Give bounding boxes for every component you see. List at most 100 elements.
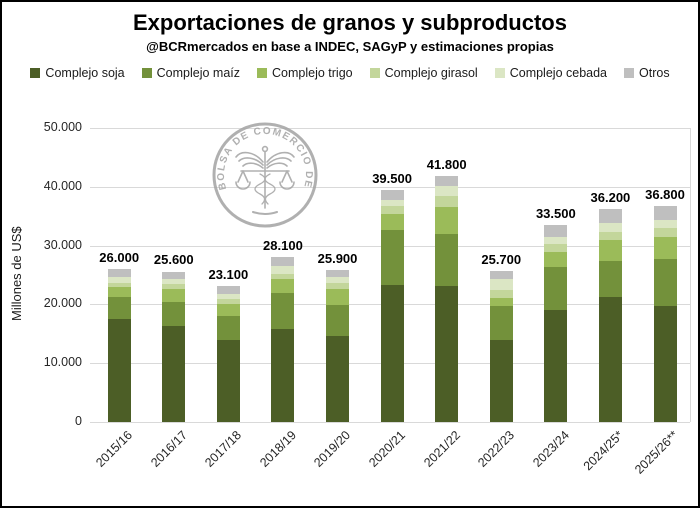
- bar-segment-complejo-cebada: [435, 186, 459, 196]
- legend-label: Complejo cebada: [509, 66, 608, 80]
- bar-segment-complejo-maíz: [216, 316, 240, 340]
- plot-right-border: [690, 128, 691, 422]
- bar-segment-complejo-girasol: [107, 282, 131, 287]
- bar-2025/26**: [653, 205, 677, 422]
- y-tick-label: 40.000: [43, 178, 82, 193]
- bar-segment-complejo-girasol: [598, 231, 622, 241]
- legend-label: Complejo girasol: [384, 66, 478, 80]
- x-axis-label-2020/21: 2020/21: [366, 428, 409, 470]
- legend-item-complejo-girasol: Complejo girasol: [369, 66, 478, 80]
- total-label-2024/25*: 36.200: [590, 190, 631, 206]
- x-axis-label-2021/22: 2021/22: [420, 428, 463, 470]
- legend-item-otros: Otros: [624, 66, 670, 80]
- y-axis-title: Millones de US$: [9, 226, 24, 322]
- bar-2024/25*: [598, 209, 622, 422]
- bar-segment-complejo-soja: [216, 339, 240, 422]
- legend-swatch-icon: [257, 68, 268, 78]
- bar-segment-complejo-trigo: [380, 213, 404, 231]
- bar-segment-complejo-soja: [489, 340, 513, 422]
- bar-segment-complejo-girasol: [216, 299, 240, 304]
- bar-segment-complejo-maíz: [107, 296, 131, 319]
- bar-segment-complejo-soja: [107, 318, 131, 422]
- bar-segment-otros: [326, 269, 350, 278]
- total-label-2025/26**: 36.800: [645, 186, 685, 202]
- bar-segment-complejo-maíz: [544, 266, 568, 311]
- bar-segment-complejo-girasol: [653, 227, 677, 238]
- bar-segment-complejo-cebada: [489, 279, 513, 291]
- bar-segment-complejo-cebada: [162, 278, 186, 285]
- bar-2018/19: [271, 256, 295, 422]
- x-axis-label-2016/17: 2016/17: [147, 428, 190, 470]
- legend-label: Complejo trigo: [272, 66, 353, 80]
- total-label-2021/22: 41.800: [426, 157, 467, 173]
- bar-2015/16: [107, 269, 131, 422]
- bar-segment-complejo-maíz: [653, 258, 677, 306]
- bar-segment-complejo-soja: [598, 296, 622, 422]
- bar-segment-complejo-soja: [380, 284, 404, 422]
- total-label-2019/20: 25.900: [317, 250, 358, 266]
- bar-segment-complejo-cebada: [326, 277, 350, 283]
- total-label-2017/18: 23.100: [208, 267, 249, 283]
- bar-segment-complejo-soja: [435, 286, 459, 422]
- total-label-2022/23: 25.700: [481, 251, 522, 267]
- bar-segment-complejo-cebada: [653, 219, 677, 228]
- bar-segment-complejo-soja: [271, 328, 295, 422]
- x-axis-label-2017/18: 2017/18: [202, 428, 245, 470]
- legend-swatch-icon: [624, 68, 635, 78]
- bar-segment-complejo-cebada: [544, 236, 568, 244]
- bar-segment-complejo-maíz: [598, 261, 622, 297]
- y-tick-label: 10.000: [43, 355, 82, 370]
- bar-segment-complejo-girasol: [489, 290, 513, 298]
- x-axis-label-2025/26**: 2025/26**: [632, 428, 681, 477]
- bar-segment-otros: [653, 205, 677, 220]
- bar-segment-otros: [107, 269, 131, 278]
- bar-segment-complejo-girasol: [380, 206, 404, 214]
- bar-segment-otros: [380, 189, 404, 200]
- x-axis-label-2015/16: 2015/16: [93, 428, 136, 470]
- caduceus-icon: [235, 145, 295, 215]
- svg-text:BOLSA DE COMERCIO DE ROSARIO: BOLSA DE COMERCIO DE ROSARIO: [210, 120, 314, 191]
- bar-segment-otros: [544, 225, 568, 237]
- gridline-40.000: [90, 186, 690, 188]
- seal-text: BOLSA DE COMERCIO DE ROSARIO: [210, 120, 313, 191]
- bar-segment-complejo-soja: [326, 335, 350, 422]
- bar-2019/20: [326, 269, 350, 422]
- bar-segment-otros: [216, 286, 240, 294]
- bar-segment-complejo-girasol: [271, 274, 295, 279]
- total-label-2023/24: 33.500: [535, 206, 576, 222]
- x-axis-label-2018/19: 2018/19: [257, 428, 299, 470]
- bar-segment-complejo-trigo: [162, 288, 186, 303]
- y-tick-label: 30.000: [43, 237, 82, 252]
- total-label-2015/16: 26.000: [99, 250, 140, 266]
- bar-segment-complejo-soja: [544, 310, 568, 422]
- total-label-2020/21: 39.500: [372, 170, 412, 186]
- gridline-0: [90, 422, 690, 423]
- bar-segment-complejo-trigo: [107, 286, 131, 297]
- y-tick-label: 50.000: [43, 120, 82, 134]
- bar-segment-complejo-maíz: [162, 302, 186, 326]
- bar-segment-complejo-trigo: [598, 240, 622, 262]
- legend-swatch-icon: [141, 68, 152, 78]
- bar-segment-complejo-girasol: [544, 243, 568, 253]
- chart-title: Exportaciones de granos y subproductos: [133, 10, 567, 35]
- bar-segment-complejo-trigo: [326, 288, 350, 305]
- legend-item-complejo-trigo: Complejo trigo: [257, 66, 353, 80]
- bar-segment-complejo-trigo: [435, 206, 459, 235]
- legend-label: Complejo maíz: [156, 66, 241, 80]
- bar-2021/22: [435, 176, 459, 422]
- bar-segment-complejo-maíz: [435, 234, 459, 287]
- bar-2022/23: [489, 270, 513, 422]
- y-tick-label: 0: [75, 414, 82, 428]
- bar-segment-complejo-girasol: [326, 282, 350, 289]
- bar-segment-complejo-girasol: [162, 284, 186, 289]
- chart-subtitle: @BCRmercados en base a INDEC, SAGyP y es…: [146, 39, 554, 54]
- total-label-2018/19: 28.100: [263, 237, 303, 253]
- gridline-50.000: [90, 128, 690, 129]
- y-tick-label: 20.000: [43, 296, 82, 311]
- legend-label: Complejo soja: [45, 66, 125, 80]
- legend-item-complejo-maíz: Complejo maíz: [141, 66, 241, 80]
- seal-outer-ring: [212, 122, 318, 228]
- bar-2023/24: [544, 225, 568, 422]
- bar-segment-complejo-cebada: [107, 277, 131, 283]
